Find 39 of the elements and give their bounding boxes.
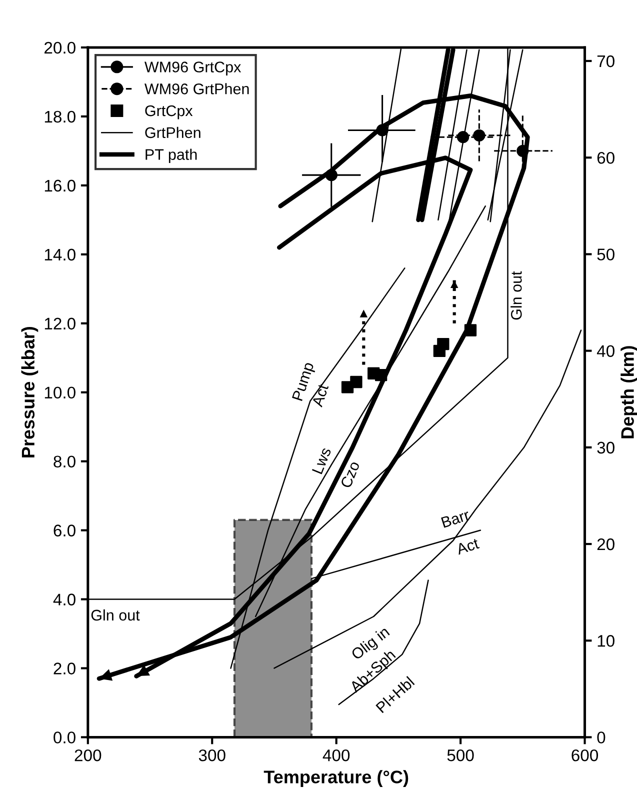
y2-tick-label: 30 xyxy=(597,442,614,454)
x-tick-label: 500 xyxy=(447,749,474,762)
y-axis-title: Pressure (kbar) xyxy=(21,326,38,458)
y-tick-label: 14.0 xyxy=(44,248,76,261)
x-tick-label: 300 xyxy=(198,749,226,762)
y2-tick-label: 50 xyxy=(597,248,614,260)
x-tick-label: 200 xyxy=(74,749,102,762)
y-tick-label: 20.0 xyxy=(44,42,76,54)
annotation: Gln out xyxy=(91,609,140,621)
y-tick-label: 8.0 xyxy=(54,456,76,468)
y2-tick-label: 40 xyxy=(596,345,614,357)
y-tick-label: 2.0 xyxy=(54,662,76,674)
y-tick-label: 0.0 xyxy=(54,732,76,744)
y-tick-label: 16.0 xyxy=(44,180,76,192)
y2-tick-label: 70 xyxy=(597,55,614,68)
annotation: Act xyxy=(456,538,480,555)
legend-label: WM96 GrtCpx xyxy=(144,62,242,76)
y-tick-label: 18.0 xyxy=(44,110,76,123)
annotation: Czo xyxy=(340,460,360,489)
x-axis-title: Temperature (°C) xyxy=(264,770,408,787)
legend-label: GrtCpx xyxy=(145,105,193,120)
y2-tick-label: 10 xyxy=(598,635,614,647)
x-tick-label: 600 xyxy=(572,749,598,762)
x-tick-label: 400 xyxy=(322,749,350,762)
y2-tick-label: 0 xyxy=(597,732,606,744)
annotation: Gln out xyxy=(510,271,522,320)
y2-axis-title: Depth (km) xyxy=(620,346,637,438)
y2-tick-label: 20 xyxy=(597,538,614,550)
y-tick-label: 10.0 xyxy=(44,386,76,399)
legend-label: WM96 GrtPhen xyxy=(144,83,249,94)
legend-label: GrtPhen xyxy=(145,126,200,138)
annotation: Act xyxy=(312,383,329,408)
y-tick-label: 4.0 xyxy=(53,594,76,606)
y-tick-label: 6.0 xyxy=(54,524,76,536)
annotation: Lws xyxy=(312,446,332,474)
y2-tick-label: 60 xyxy=(597,152,614,164)
legend-label: PT path xyxy=(146,148,197,163)
y-tick-label: 12.0 xyxy=(44,318,76,330)
annotation: Barr xyxy=(441,509,470,528)
